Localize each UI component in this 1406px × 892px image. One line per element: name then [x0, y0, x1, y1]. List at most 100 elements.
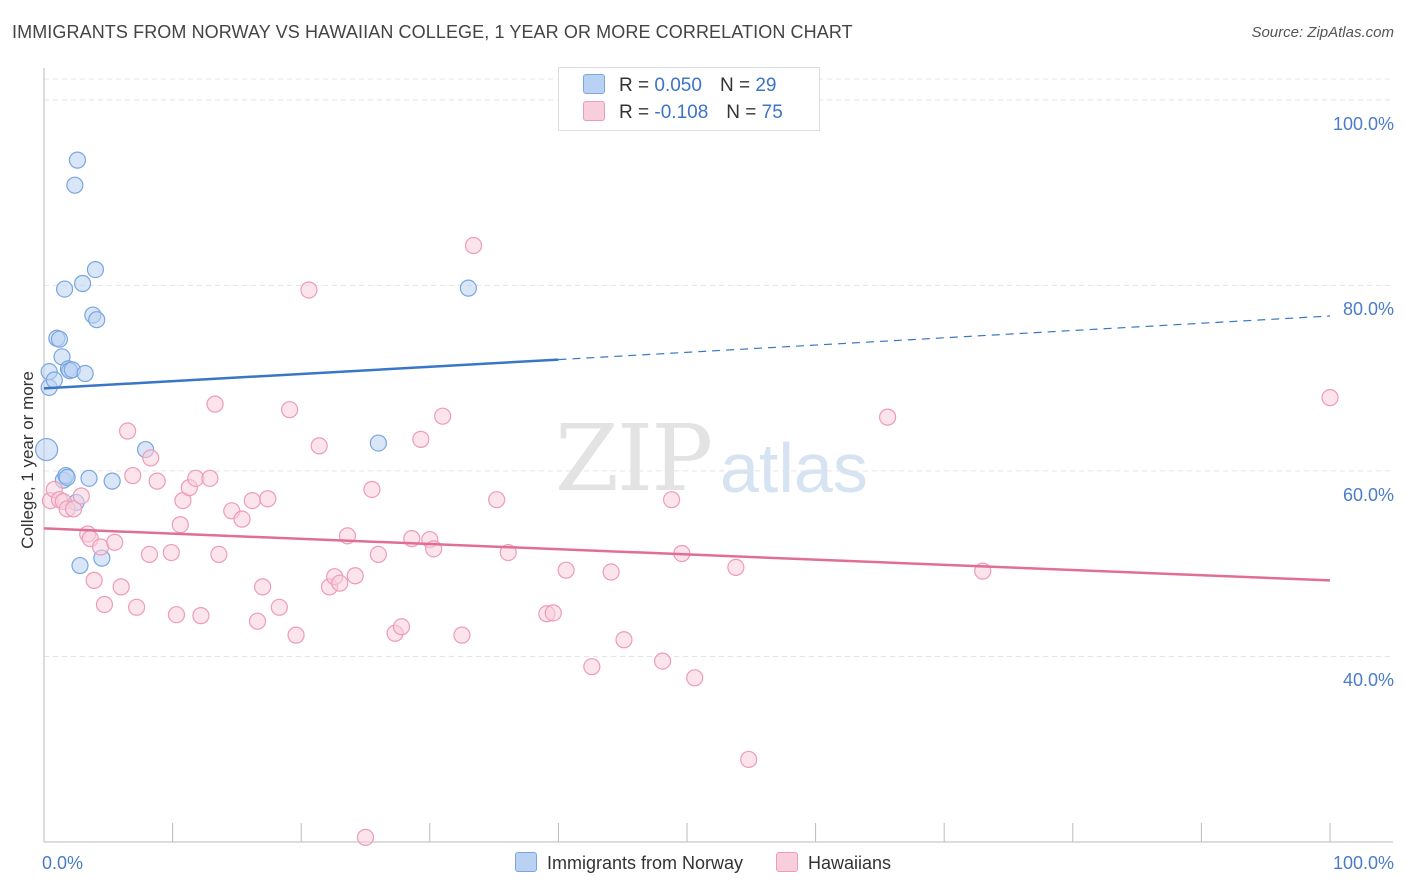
norway-point [73, 274, 92, 293]
hawaiians-point [412, 430, 430, 448]
norway-point [76, 364, 94, 383]
hawaiians-point [686, 669, 704, 687]
hawaiians-point [392, 618, 411, 636]
hawaiians-point [488, 491, 506, 509]
legend-n-value: 75 [761, 102, 783, 123]
hawaiians-point [142, 449, 160, 467]
norway-point [68, 151, 87, 169]
trend-lines [43, 315, 1331, 582]
hawaiians-point [85, 571, 103, 589]
stats-legend: R = 0.050 N = 29 R = -0.108 N = 75 [558, 67, 820, 131]
norway-point [88, 311, 106, 329]
hawaiians-point [653, 652, 672, 670]
legend-item-hawaiians[interactable]: Hawaiians [776, 852, 891, 874]
hawaiians-swatch-icon [583, 101, 605, 121]
hawaiians-point [363, 480, 381, 499]
data-points [34, 151, 1339, 846]
norway-point [71, 556, 89, 575]
hawaiians-point [167, 606, 186, 624]
legend-row-norway: R = 0.050 N = 29 [583, 74, 776, 100]
y-tick-label: 40.0% [1342, 670, 1394, 691]
hawaiians-point [662, 491, 681, 509]
y-axis-label: College, 1 year or more [18, 371, 37, 549]
hawaiians-point [124, 466, 142, 485]
legend-r-value: -0.108 [654, 102, 709, 123]
source-credit: Source: ZipAtlas.com [1251, 24, 1394, 41]
hawaiians-point [310, 437, 328, 455]
hawaiians-point [369, 545, 387, 564]
chart-title: IMMIGRANTS FROM NORWAY VS HAWAIIAN COLLE… [12, 22, 853, 42]
hawaiians-point [346, 567, 364, 585]
hawaiians-point [727, 558, 745, 576]
norway-swatch-icon [583, 74, 605, 94]
hawaiians-point [64, 500, 83, 518]
legend-r-value: 0.050 [654, 75, 702, 96]
axes [43, 68, 1393, 843]
legend-n-label: N = [719, 75, 751, 96]
hawaiians-point [127, 598, 146, 616]
legend-item-norway[interactable]: Immigrants from Norway [514, 852, 743, 874]
grid-lines [44, 78, 1393, 657]
hawaiians-point [148, 472, 166, 490]
legend-r-label: R = [619, 75, 650, 96]
series-legend: Immigrants from Norway Hawaiians [0, 852, 1406, 874]
norway-point [459, 279, 477, 297]
legend-n-value: 29 [755, 75, 777, 96]
norway-point [86, 261, 105, 279]
hawaiians-point [453, 626, 471, 644]
norway-point [58, 468, 76, 487]
norway-point [50, 330, 69, 348]
norway-point [369, 434, 387, 452]
hawaiians-legend-swatch-icon [776, 852, 798, 872]
y-tick-label: 60.0% [1342, 484, 1394, 505]
hawaiians-point [1321, 389, 1339, 407]
hawaiians-trend-line [43, 527, 1331, 582]
hawaiians-point [171, 516, 189, 534]
hawaiians-point [583, 658, 601, 676]
hawaiians-point [287, 626, 305, 644]
watermark-atlas: atlas [720, 429, 868, 507]
hawaiians-point [602, 563, 620, 581]
hawaiians-point [162, 543, 180, 562]
y-tick-label: 100.0% [1332, 113, 1394, 134]
hawaiians-point [192, 607, 210, 625]
hawaiians-point [254, 578, 272, 596]
hawaiians-point [544, 604, 562, 622]
hawaiians-point [106, 533, 124, 551]
hawaiians-point [140, 545, 159, 564]
hawaiians-point [210, 545, 228, 564]
hawaiians-point [201, 469, 219, 487]
norway-trend-extension [558, 315, 1331, 361]
hawaiians-point [300, 281, 318, 299]
hawaiians-point [95, 595, 114, 614]
hawaiians-point [557, 561, 575, 579]
hawaiians-point [356, 828, 375, 846]
legend-row-hawaiians: R = -0.108 N = 75 [583, 101, 783, 127]
hawaiians-point [206, 395, 224, 413]
hawaiians-point [434, 407, 452, 425]
hawaiians-point [243, 492, 261, 510]
hawaiians-point [259, 490, 277, 508]
y-tick-label: 80.0% [1342, 299, 1394, 320]
hawaiians-point [464, 236, 483, 255]
legend-label-hawaiians: Hawaiians [808, 853, 892, 873]
norway-point [55, 280, 74, 298]
norway-trend-line [43, 358, 559, 390]
legend-label-norway: Immigrants from Norway [546, 853, 743, 873]
legend-r-label: R = [619, 102, 650, 123]
legend-n-label: N = [726, 102, 757, 123]
norway-point [80, 469, 98, 487]
hawaiians-point [233, 510, 251, 528]
hawaiians-point [281, 401, 299, 419]
hawaiians-point [118, 422, 137, 440]
norway-point [66, 176, 84, 194]
hawaiians-point [112, 578, 130, 596]
norway-legend-swatch-icon [514, 852, 537, 872]
hawaiians-point [248, 612, 267, 630]
hawaiians-point [331, 574, 349, 592]
hawaiians-point [72, 487, 90, 505]
norway-point [103, 472, 121, 490]
norway-point [34, 437, 59, 462]
hawaiians-point [879, 408, 897, 426]
